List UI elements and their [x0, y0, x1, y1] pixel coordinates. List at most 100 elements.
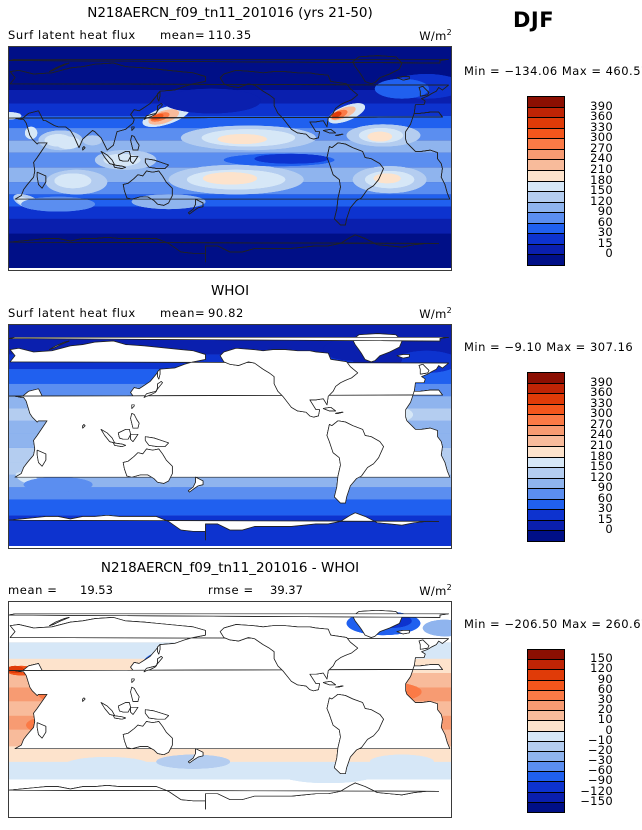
colorbar-tick-label: 360: [590, 385, 613, 400]
colorbar-tick-label: 150: [590, 459, 613, 474]
colorbar-band: [527, 191, 565, 203]
colorbar-tick-label: 0: [605, 246, 613, 261]
colorbar-tick-label: 30: [597, 225, 613, 240]
colorbar-band: [527, 750, 565, 763]
colorbar-tick-label: −10: [587, 732, 613, 747]
panel-obs-units: W/m2: [419, 306, 452, 321]
colorbar-band: [527, 445, 565, 458]
panel-model-mean-label: mean=: [160, 28, 206, 42]
panel-model-field-label: Surf latent heat flux: [8, 28, 136, 42]
colorbar-band: [527, 403, 565, 416]
colorbar-band: [527, 477, 565, 490]
colorbar-band: [527, 243, 565, 256]
panel-obs-subheader: Surf latent heat flux mean= 90.82 W/m2: [8, 306, 452, 322]
colorbar-tick-label: 15: [597, 235, 613, 250]
colorbar-band: [527, 212, 565, 224]
panel-diff-rmse-value: 39.37: [270, 583, 303, 597]
colorbar-band: [527, 710, 565, 722]
colorbar-tick-label: 0: [605, 722, 613, 737]
colorbar-band: [527, 498, 565, 511]
panel-obs-mean-label: mean=: [160, 306, 206, 320]
colorbar-band: [527, 519, 565, 532]
colorbar-tick-label: 10: [597, 712, 613, 727]
panel-model-title: N218AERCN_f09_tn11_201016 (yrs 21-50): [87, 5, 373, 21]
season-label: DJF: [513, 8, 555, 32]
colorbar-tick-label: 270: [590, 140, 613, 155]
panel-obs-mean-value: 90.82: [208, 306, 244, 320]
panel-diff-title: N218AERCN_f09_tn11_201016 - WHOI: [100, 560, 360, 576]
colorbar-tick-label: 180: [590, 448, 613, 463]
colorbar-tick-label: −30: [587, 753, 613, 768]
colorbar-tick-label: −60: [587, 763, 613, 778]
panel-diff-mean-value: 19.53: [80, 583, 113, 597]
colorbar-band: [527, 201, 565, 214]
colorbar-obs: 390 360 330 300 270 240 210 180 150 120 90 60 30 15 0: [527, 372, 617, 542]
colorbar-band: [527, 649, 565, 661]
colorbar-tick-label: 30: [597, 691, 613, 706]
colorbar-tick-label: 20: [597, 702, 613, 717]
colorbar-band: [527, 488, 565, 500]
colorbar-band: [527, 254, 565, 266]
colorbar-band: [527, 106, 565, 119]
panel-diff-mean-label: mean =: [8, 583, 58, 597]
colorbar-tick-label: 60: [597, 214, 613, 229]
colorbar-band: [527, 801, 565, 813]
colorbar-tick-label: 210: [590, 437, 613, 452]
colorbar-band: [527, 771, 565, 783]
colorbar-tick-label: 210: [590, 161, 613, 176]
map-model: [8, 46, 452, 271]
panel-model-units: W/m2: [419, 28, 452, 43]
panel-obs-title: WHOI: [210, 283, 250, 299]
colorbar-tick-label: 120: [590, 661, 613, 676]
colorbar-band: [527, 127, 565, 140]
colorbar-band: [527, 414, 565, 426]
colorbar-band: [527, 679, 565, 691]
colorbar-tick-label: 300: [590, 406, 613, 421]
colorbar-band: [527, 530, 565, 542]
colorbar-tick-label: −20: [587, 742, 613, 757]
colorbar-band: [527, 159, 565, 171]
colorbar-tick-label: 330: [590, 395, 613, 410]
colorbar-tick-label: 120: [590, 193, 613, 208]
colorbar-band: [527, 791, 565, 803]
colorbar-band: [527, 393, 565, 405]
panel-obs-field-label: Surf latent heat flux: [8, 306, 136, 320]
colorbar-band: [527, 659, 565, 671]
colorbar-band: [527, 699, 565, 712]
panel-model-subheader: Surf latent heat flux mean= 110.35 W/m2: [8, 28, 452, 44]
map-obs: [8, 324, 452, 549]
colorbar-band: [527, 169, 565, 182]
colorbar-band: [527, 720, 565, 732]
colorbar-model: 390 360 330 300 270 240 210 180 150 120 90 60 30 15 0: [527, 96, 617, 266]
colorbar-tick-label: 240: [590, 427, 613, 442]
colorbar-tick-label: 390: [590, 98, 613, 113]
colorbar-band: [527, 730, 565, 742]
colorbar-band: [527, 148, 565, 161]
colorbar-tick-label: 30: [597, 501, 613, 516]
colorbar-tick-label: 60: [597, 490, 613, 505]
colorbar-band: [527, 509, 565, 521]
colorbar-tick-label: 180: [590, 172, 613, 187]
colorbar-band: [527, 117, 565, 129]
colorbar-tick-label: 90: [597, 204, 613, 219]
colorbar-band: [527, 222, 565, 235]
panel-model-minmax: Min = −134.06 Max = 460.57: [464, 64, 642, 78]
colorbar-tick-label: −150: [580, 793, 613, 808]
colorbar-band: [527, 761, 565, 773]
colorbar-band: [527, 233, 565, 245]
colorbar-band: [527, 372, 565, 384]
panel-diff-units: W/m2: [419, 583, 452, 598]
colorbar-band: [527, 740, 565, 752]
colorbar-band: [527, 96, 565, 108]
colorbar-tick-label: 150: [590, 183, 613, 198]
colorbar-tick-label: 150: [590, 651, 613, 666]
panel-model-mean-value: 110.35: [208, 28, 252, 42]
colorbar-tick-label: 120: [590, 469, 613, 484]
panel-diff-rmse-label: rmse =: [208, 583, 254, 597]
colorbar-tick-label: 330: [590, 119, 613, 134]
colorbar-band: [527, 456, 565, 469]
colorbar-tick-label: 240: [590, 151, 613, 166]
colorbar-band: [527, 138, 565, 150]
colorbar-band: [527, 467, 565, 479]
colorbar-tick-label: 15: [597, 511, 613, 526]
